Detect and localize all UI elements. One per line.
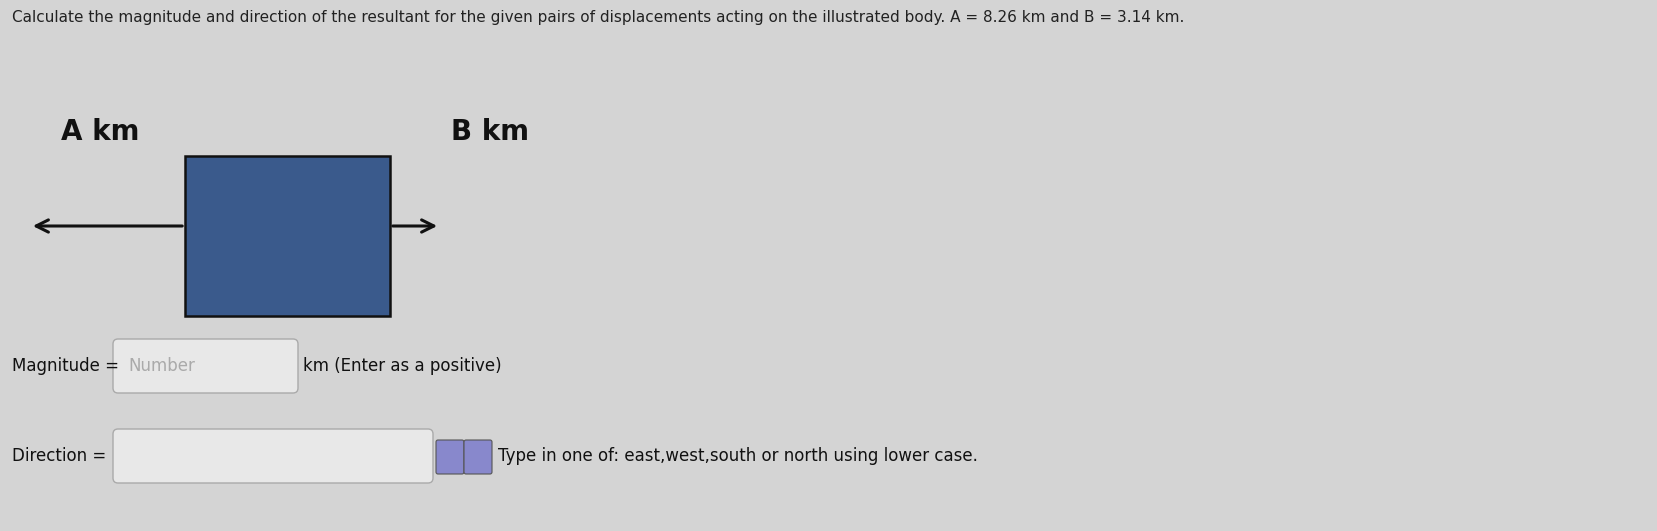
- FancyBboxPatch shape: [464, 440, 492, 474]
- Bar: [186, 156, 389, 316]
- Text: Number: Number: [128, 357, 196, 375]
- FancyBboxPatch shape: [113, 339, 298, 393]
- FancyBboxPatch shape: [113, 429, 432, 483]
- Text: Calculate the magnitude and direction of the resultant for the given pairs of di: Calculate the magnitude and direction of…: [12, 10, 1183, 25]
- Text: km (Enter as a positive): km (Enter as a positive): [303, 357, 502, 375]
- FancyBboxPatch shape: [436, 440, 464, 474]
- Text: A km: A km: [61, 118, 139, 146]
- Text: Type in one of: east,west,south or north using lower case.: Type in one of: east,west,south or north…: [497, 447, 978, 465]
- Text: B km: B km: [451, 118, 529, 146]
- Text: Direction =: Direction =: [12, 447, 111, 465]
- Text: Magnitude =: Magnitude =: [12, 357, 124, 375]
